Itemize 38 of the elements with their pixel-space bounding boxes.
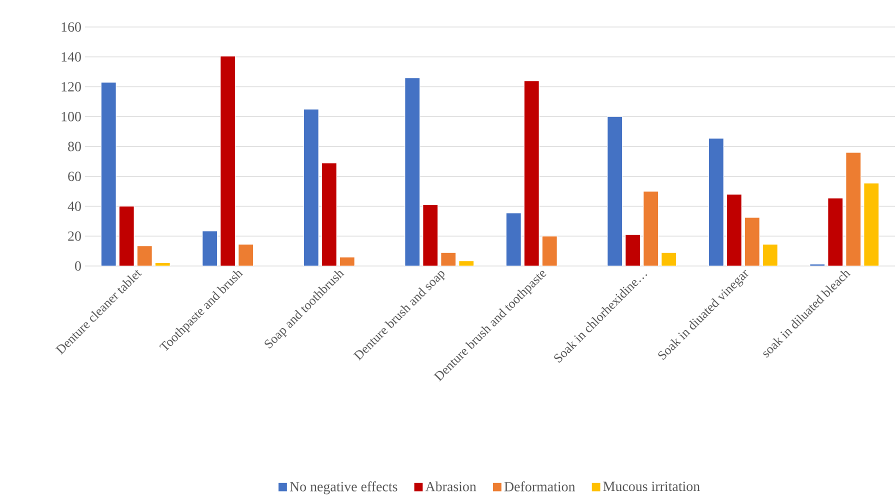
y-tick-label: 60	[68, 172, 81, 182]
bar	[828, 198, 844, 266]
bar	[100, 82, 116, 266]
bar	[404, 77, 420, 266]
legend-label: Abrasion	[425, 481, 476, 492]
y-tick-label: 160	[62, 22, 81, 32]
y-tick-label: 0	[75, 261, 81, 271]
bar	[625, 234, 641, 266]
y-tick-label: 80	[68, 142, 81, 152]
bar	[220, 56, 236, 266]
bar	[607, 116, 623, 266]
bar	[524, 80, 540, 266]
bar	[118, 206, 134, 266]
legend-label: Deformation	[504, 481, 576, 492]
bar	[506, 212, 522, 266]
bar	[643, 191, 659, 266]
bar	[864, 182, 880, 266]
legend-label: Mucous irritation	[603, 482, 700, 492]
y-tick-label: 100	[62, 112, 81, 122]
bar	[726, 194, 742, 266]
bar	[708, 138, 724, 266]
y-tick-label: 140	[62, 52, 81, 62]
y-tick-label: 120	[62, 82, 81, 92]
y-tick-label: 40	[68, 202, 81, 211]
y-tick-label: 20	[68, 231, 81, 241]
bar	[321, 162, 337, 266]
legend-label: No negative effects	[290, 481, 398, 494]
bar	[440, 252, 456, 266]
bar	[202, 230, 218, 266]
bar	[762, 244, 778, 266]
bar	[238, 244, 254, 266]
bar	[661, 252, 676, 266]
bar	[136, 246, 152, 266]
bar	[422, 204, 438, 266]
bar	[744, 217, 760, 266]
bar	[303, 108, 319, 266]
bar	[846, 152, 862, 266]
bar	[542, 236, 558, 266]
